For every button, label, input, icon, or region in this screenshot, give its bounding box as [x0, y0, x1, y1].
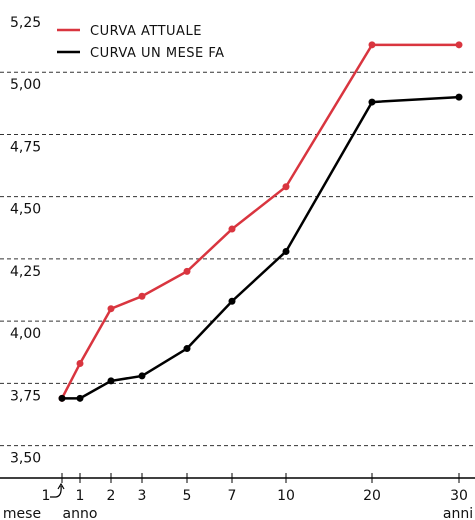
x-tick-label: 30 [450, 488, 468, 504]
point [228, 225, 236, 233]
y-tick-label: 4,50 [10, 202, 41, 218]
x-arrow [50, 482, 65, 498]
point [368, 98, 376, 106]
point [107, 377, 115, 385]
x-unit-label: mese [3, 506, 41, 520]
x-unit-label: anno [63, 506, 98, 520]
point [138, 292, 146, 300]
y-tick-label: 5,25 [10, 15, 41, 31]
series-line [60, 43, 459, 399]
y-tick-label: 4,75 [10, 139, 41, 155]
point [228, 297, 236, 305]
y-tick-label: 3,50 [10, 451, 41, 467]
point [183, 345, 191, 353]
point [76, 394, 84, 402]
point [58, 394, 66, 402]
x-tick-label: 10 [277, 488, 295, 504]
legend-label: CURVA ATTUALE [90, 24, 202, 39]
x-tick-label: 1 [76, 488, 85, 504]
x-tick-label: 20 [363, 488, 381, 504]
x-tick-label: 5 [183, 488, 192, 504]
point [368, 41, 376, 49]
x-tick-label: 2 [107, 488, 116, 504]
x-tick-label: 7 [228, 488, 237, 504]
series-line [62, 95, 460, 400]
x-tick-label: 3 [138, 488, 147, 504]
y-tick-label: 5,00 [10, 77, 41, 93]
point [138, 372, 146, 380]
point [282, 247, 290, 255]
legend-label: CURVA UN MESE FA [90, 46, 225, 61]
y-tick-label: 4,00 [10, 326, 41, 342]
point [455, 41, 463, 49]
point [183, 267, 191, 275]
point [76, 359, 84, 367]
point [107, 305, 115, 313]
x-unit-label: anni [443, 506, 473, 520]
y-tick-label: 3,75 [10, 388, 41, 404]
x-tick-label: 1 [42, 488, 51, 504]
y-tick-label: 4,25 [10, 264, 41, 280]
point [282, 183, 290, 191]
point [455, 93, 463, 101]
